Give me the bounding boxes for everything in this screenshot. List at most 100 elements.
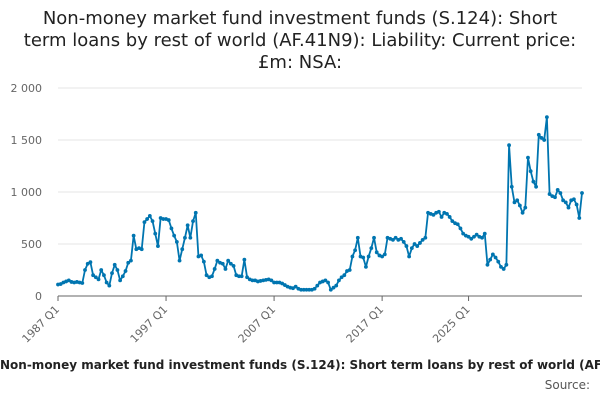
data-point: [191, 219, 195, 224]
data-point: [391, 237, 395, 242]
data-point: [83, 268, 87, 272]
x-tick-label: 1987 Q1: [20, 303, 63, 346]
y-tick-label: 0: [35, 290, 42, 303]
data-point: [177, 258, 182, 263]
data-point: [401, 240, 406, 244]
data-point: [369, 246, 374, 251]
data-point: [274, 280, 279, 285]
data-point: [553, 195, 557, 200]
data-point: [517, 203, 522, 208]
data-point: [447, 215, 452, 219]
data-point: [393, 235, 398, 240]
y-tick-label: 1 000: [11, 186, 43, 199]
data-point: [188, 235, 193, 240]
data-point: [526, 155, 530, 160]
data-point: [245, 275, 249, 280]
data-point: [220, 261, 225, 266]
data-point: [334, 283, 339, 288]
data-point: [102, 273, 106, 278]
data-point: [350, 254, 355, 259]
data-point: [156, 244, 160, 248]
data-point: [409, 246, 414, 251]
data-point: [342, 273, 347, 278]
data-point: [558, 191, 563, 195]
data-point: [472, 234, 476, 239]
data-point: [304, 287, 309, 292]
data-point: [212, 267, 217, 271]
data-point: [123, 269, 128, 273]
data-point: [228, 261, 233, 266]
data-point: [561, 198, 565, 203]
data-point: [226, 258, 231, 263]
data-point: [145, 217, 150, 221]
data-point: [461, 231, 466, 236]
data-point: [555, 188, 560, 192]
data-point: [431, 212, 436, 217]
data-point: [520, 210, 525, 215]
data-point: [104, 280, 109, 285]
data-point: [331, 285, 336, 290]
data-point: [485, 262, 490, 267]
data-point: [355, 235, 360, 240]
data-point: [131, 233, 136, 238]
data-point: [237, 274, 241, 279]
data-point: [129, 258, 133, 263]
legend: Non-money market fund investment funds (…: [0, 358, 600, 376]
data-point: [139, 247, 144, 252]
data-point: [326, 280, 330, 285]
x-tick-label: 1997 Q1: [128, 303, 171, 346]
data-point: [312, 286, 317, 291]
data-point: [91, 273, 96, 278]
data-point: [480, 235, 484, 240]
x-tick-label: 2007 Q1: [236, 303, 279, 346]
data-point: [509, 184, 514, 189]
data-point: [185, 223, 190, 228]
data-point: [566, 205, 571, 210]
data-point: [382, 252, 387, 257]
data-point: [523, 205, 528, 210]
data-point: [110, 271, 114, 276]
data-point: [93, 275, 98, 280]
data-point: [574, 202, 579, 207]
data-point: [120, 274, 125, 279]
data-point: [577, 216, 582, 220]
data-point: [153, 231, 158, 236]
data-point: [347, 268, 352, 272]
data-point: [499, 264, 503, 269]
data-point: [301, 287, 306, 292]
data-point: [223, 267, 228, 271]
data-point: [536, 132, 541, 137]
data-point: [299, 287, 303, 292]
chart-title: Non-money market fund investment funds (…: [23, 8, 577, 73]
data-point: [544, 115, 549, 120]
data-point: [307, 287, 312, 292]
data-point: [507, 143, 511, 148]
data-point: [418, 241, 422, 245]
data-point: [315, 283, 320, 288]
data-point: [272, 280, 276, 285]
data-point: [126, 260, 131, 265]
data-point: [474, 232, 479, 237]
data-point: [215, 258, 220, 263]
data-point: [450, 219, 455, 224]
data-point: [323, 278, 328, 283]
series-layer: [56, 115, 584, 292]
data-point: [380, 254, 385, 259]
data-point: [572, 197, 576, 202]
data-point: [436, 209, 441, 214]
legend-label: Non-money market fund investment funds (…: [0, 358, 600, 372]
data-point: [501, 267, 506, 271]
data-point: [496, 259, 501, 264]
data-point: [412, 242, 417, 246]
data-point: [142, 220, 147, 225]
data-point: [242, 257, 247, 262]
data-point: [183, 235, 187, 240]
data-point: [328, 287, 333, 292]
data-point: [466, 234, 471, 239]
data-point: [99, 268, 104, 272]
data-point: [353, 248, 358, 253]
grid-lines: [58, 87, 582, 297]
data-point: [512, 200, 517, 205]
data-point: [112, 262, 117, 267]
